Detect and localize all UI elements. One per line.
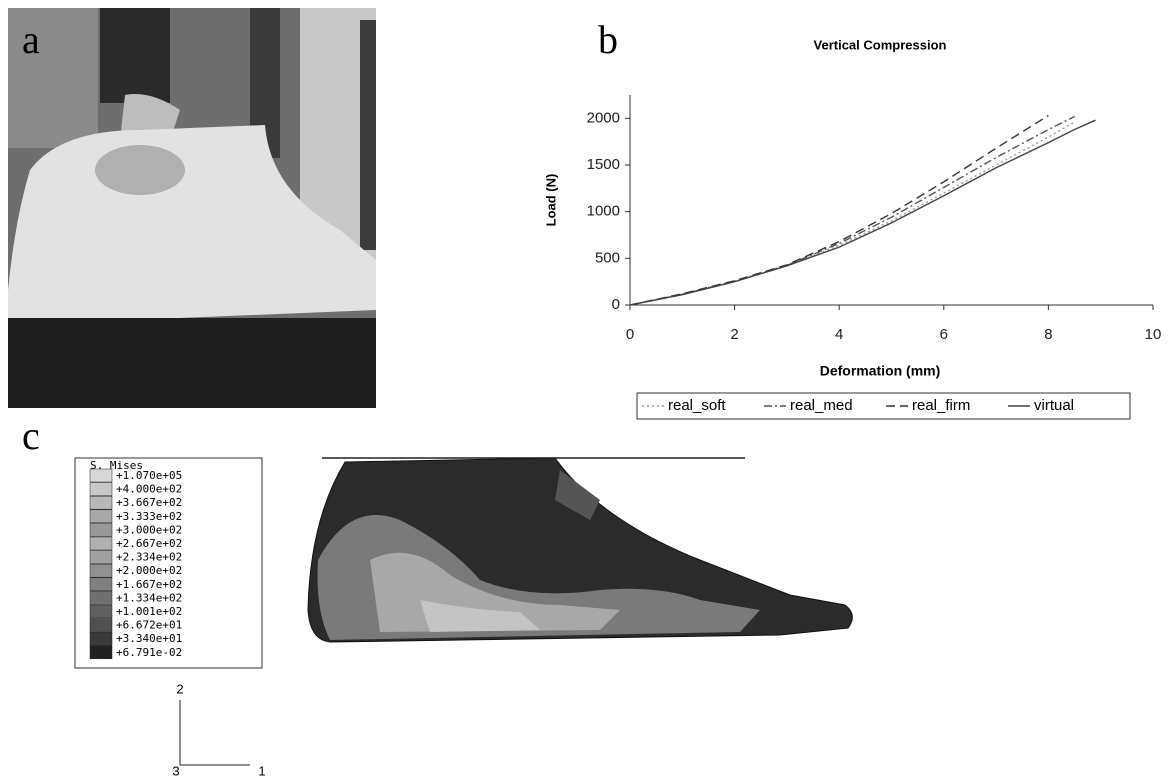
contour-swatch: [90, 469, 112, 482]
legend-label: real_firm: [912, 397, 970, 414]
panel-label: c: [22, 413, 40, 458]
triad-label: 1: [258, 763, 265, 778]
figure: a b c Vertical Compression Deformation (…: [0, 0, 1173, 784]
contour-value: +3.000e+02: [116, 523, 182, 536]
contour-value: +1.001e+02: [116, 605, 182, 618]
x-tick-label: 8: [1044, 326, 1052, 343]
x-tick-label: 2: [730, 326, 738, 343]
y-tick-label: 1000: [587, 203, 620, 220]
series-line: [630, 122, 1075, 305]
x-tick-label: 0: [626, 326, 634, 343]
y-tick-label: 500: [595, 249, 620, 266]
legend-label: real_soft: [668, 397, 726, 414]
x-tick-label: 6: [940, 326, 948, 343]
contour-swatch: [90, 591, 112, 604]
contour-value: +3.340e+01: [116, 632, 182, 645]
photo: [8, 8, 376, 408]
fe-mesh: [308, 458, 852, 642]
x-tick-label: 10: [1145, 326, 1162, 343]
triad-label: 2: [176, 681, 183, 696]
y-axis-label: Load (N): [543, 174, 558, 227]
contour-value: +2.334e+02: [116, 551, 182, 564]
axis-triad: [180, 700, 250, 765]
legend-label: real_med: [790, 397, 853, 414]
y-tick-label: 2000: [587, 109, 620, 126]
chart-title: Vertical Compression: [814, 37, 947, 52]
contour-swatch: [90, 483, 112, 496]
contour-swatch: [90, 537, 112, 550]
contour-swatch: [90, 646, 112, 659]
contour-swatch: [90, 496, 112, 509]
contour-swatch: [90, 605, 112, 618]
contour-value: +1.070e+05: [116, 469, 182, 482]
series-line: [630, 116, 1048, 305]
contour-value: +2.000e+02: [116, 564, 182, 577]
x-tick-label: 4: [835, 326, 843, 343]
contour-value: +3.667e+02: [116, 496, 182, 509]
contour-swatch: [90, 523, 112, 536]
y-tick-label: 0: [612, 296, 620, 313]
contour-swatch: [90, 551, 112, 564]
triad-label: 3: [172, 763, 179, 778]
contour-swatch: [90, 564, 112, 577]
contour-value: +3.333e+02: [116, 510, 182, 523]
contour-swatch: [90, 578, 112, 591]
contour-value: +4.000e+02: [116, 483, 182, 496]
series-line: [630, 116, 1075, 305]
contour-swatch: [90, 619, 112, 632]
contour-value: +6.791e-02: [116, 646, 182, 659]
x-axis-label: Deformation (mm): [820, 363, 941, 379]
series-line: [630, 120, 1095, 305]
panel-label: a: [22, 17, 40, 62]
legend-label: virtual: [1034, 397, 1074, 414]
contour-value: +1.667e+02: [116, 578, 182, 591]
contour-swatch: [90, 632, 112, 645]
contour-value: +1.334e+02: [116, 591, 182, 604]
panel-label: b: [598, 17, 618, 62]
contour-value: +6.672e+01: [116, 619, 182, 632]
contour-value: +2.667e+02: [116, 537, 182, 550]
contour-swatch: [90, 510, 112, 523]
y-tick-label: 1500: [587, 156, 620, 173]
